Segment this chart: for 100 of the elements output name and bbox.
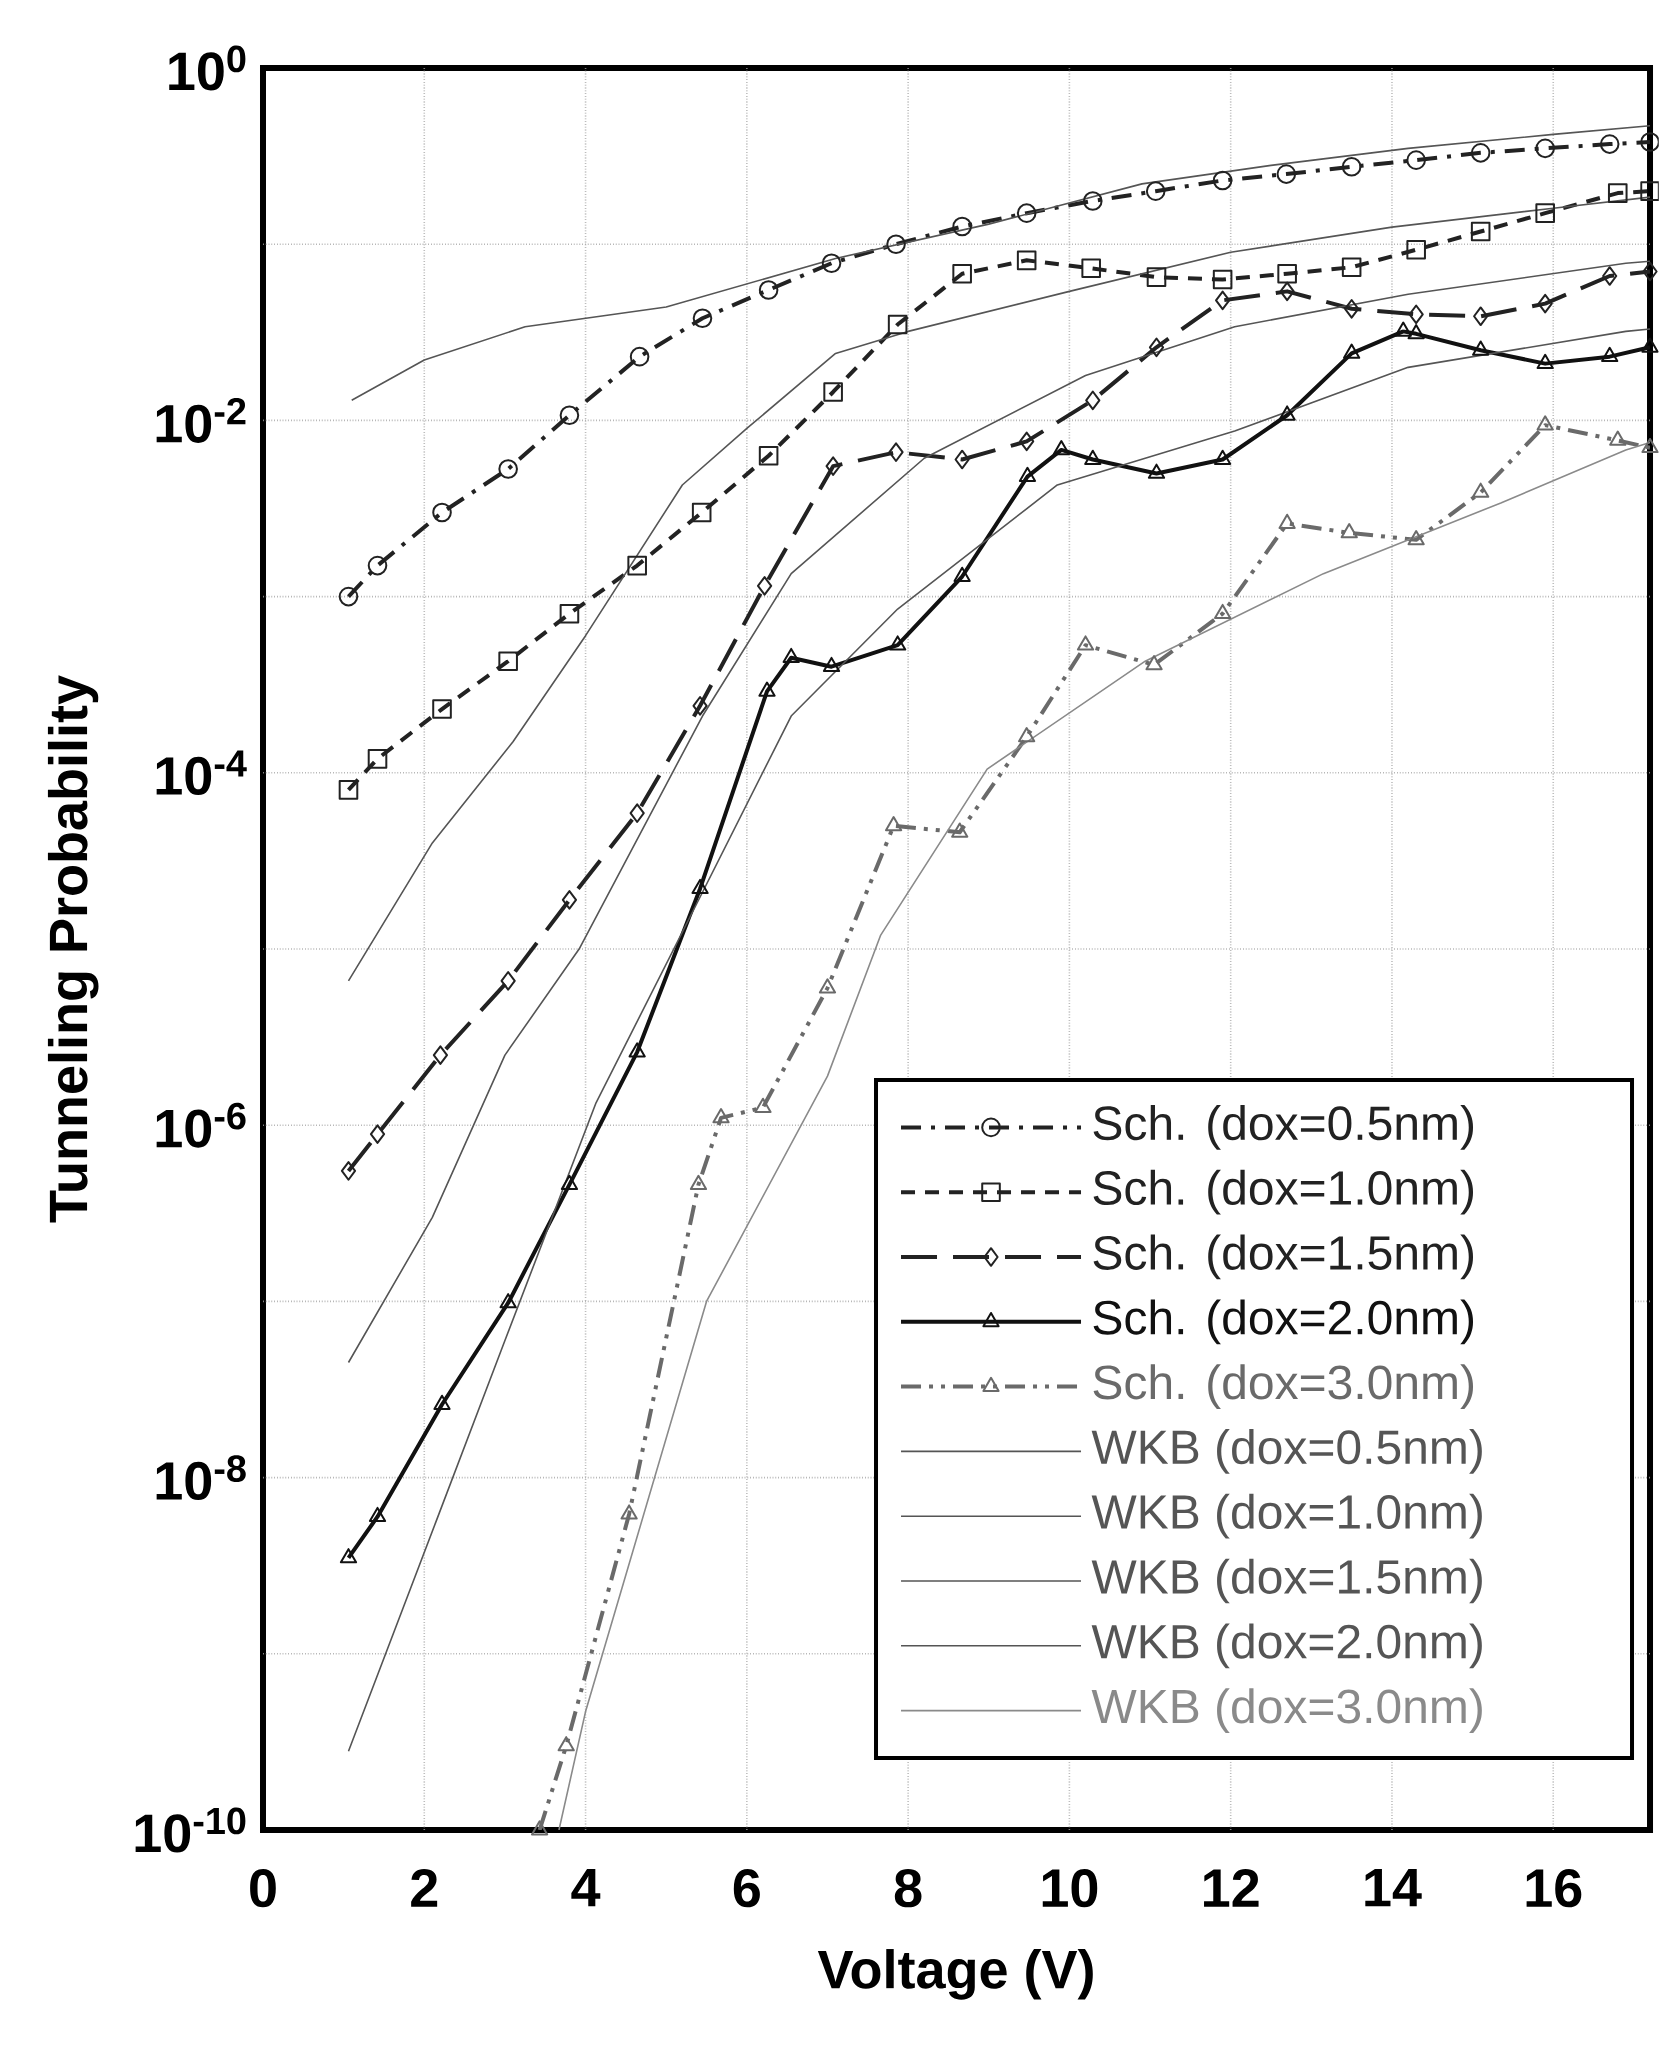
line-series	[347, 196, 1651, 982]
point	[1340, 523, 1358, 539]
point	[782, 647, 800, 664]
y-tick-label: 10$^{-8}$	[156, 1455, 246, 1501]
point	[339, 1548, 358, 1564]
legend-label: Sch. (dox=1.5nm)	[1093, 1234, 1474, 1280]
point	[1536, 353, 1554, 370]
y-tick-label: 10$^{-10}$	[135, 1807, 246, 1853]
point	[1145, 655, 1163, 671]
point	[1609, 430, 1627, 446]
point	[1470, 143, 1491, 163]
y-tick-label: 10$^{-6}$	[156, 1102, 246, 1148]
point	[952, 263, 973, 284]
point	[1278, 405, 1296, 421]
point	[629, 803, 645, 823]
point	[758, 445, 779, 466]
point	[498, 459, 519, 479]
point	[1470, 221, 1491, 242]
point	[1077, 635, 1095, 651]
x-tick-label: 12	[1204, 1869, 1259, 1907]
point	[1085, 390, 1101, 411]
point	[1344, 298, 1360, 319]
point	[1640, 132, 1659, 152]
point	[754, 1097, 772, 1113]
point	[1602, 266, 1618, 286]
x-tick-label: 4	[571, 1869, 601, 1907]
point	[1146, 267, 1167, 287]
point	[1641, 437, 1659, 454]
point	[1214, 603, 1232, 620]
point	[560, 1174, 579, 1191]
point	[885, 816, 903, 832]
point	[1472, 482, 1490, 498]
point	[1473, 306, 1489, 327]
point	[1408, 304, 1424, 325]
point	[954, 449, 970, 470]
legend-label: Sch. (dox=3.0nm)	[1093, 1364, 1474, 1409]
point	[1642, 261, 1658, 282]
point	[823, 382, 844, 402]
point	[821, 253, 842, 274]
point	[1394, 321, 1412, 337]
point	[1215, 290, 1231, 311]
legend-label: WKB (dox=3.0nm)	[1091, 1688, 1482, 1733]
point	[822, 656, 841, 673]
point	[757, 576, 773, 596]
point	[628, 1042, 646, 1058]
x-tick-label: 8	[894, 1869, 922, 1908]
y-tick-label: 10$^{-4}$	[156, 750, 247, 796]
point	[620, 1504, 638, 1520]
point	[1084, 449, 1102, 465]
point	[1279, 281, 1295, 302]
point	[340, 1161, 357, 1181]
x-tick-label: 16	[1526, 1869, 1582, 1908]
point	[1407, 324, 1425, 340]
point	[889, 635, 907, 651]
point	[952, 216, 973, 237]
point	[432, 1045, 449, 1065]
point	[1641, 337, 1659, 353]
point	[1148, 337, 1165, 358]
point	[1278, 513, 1296, 529]
line-series	[351, 124, 1651, 402]
point	[338, 586, 359, 607]
point	[1019, 431, 1035, 452]
point	[1083, 191, 1103, 211]
point	[432, 699, 452, 719]
point	[886, 234, 906, 254]
point	[559, 603, 580, 624]
x-axis-title: Voltage (V)	[817, 1949, 1093, 2000]
point	[692, 696, 708, 716]
point	[758, 280, 779, 300]
point	[1537, 293, 1553, 314]
point	[1535, 203, 1556, 223]
point	[1018, 466, 1037, 482]
point	[629, 346, 650, 367]
point	[1277, 263, 1298, 284]
point	[691, 502, 712, 523]
point	[499, 1293, 517, 1309]
legend-label: WKB (dox=1.0nm)	[1091, 1493, 1482, 1539]
point	[1018, 727, 1036, 743]
x-tick-label: 6	[733, 1869, 760, 1908]
point	[758, 681, 776, 697]
point	[691, 878, 709, 895]
point	[1407, 530, 1425, 546]
legend-label: Sch. (dox=1.0nm)	[1093, 1169, 1474, 1215]
point	[1016, 203, 1037, 223]
point	[1406, 239, 1427, 260]
point	[1406, 150, 1427, 170]
point	[559, 405, 580, 426]
point	[953, 566, 971, 582]
point	[1052, 440, 1071, 456]
line-series	[347, 260, 1651, 1364]
point	[1212, 269, 1233, 290]
legend-label: Sch. (dox=0.5nm)	[1093, 1105, 1474, 1150]
point	[818, 978, 837, 994]
x-tick-label: 0	[250, 1869, 276, 1908]
point	[1343, 343, 1361, 359]
x-tick-label: 14	[1365, 1869, 1422, 1907]
point	[557, 1736, 575, 1752]
point	[368, 1506, 387, 1523]
point	[498, 651, 519, 671]
point	[1341, 257, 1362, 278]
